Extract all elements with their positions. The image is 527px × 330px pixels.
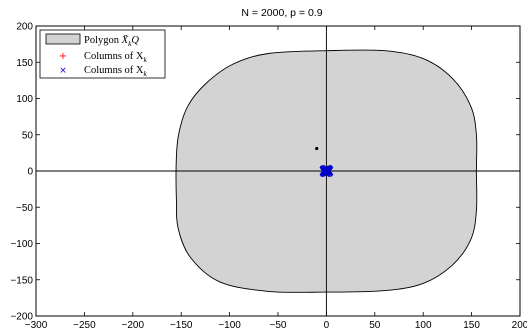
legend-polygon-math: X̄ bbox=[121, 34, 129, 46]
legend-blue-label: Columns of Xk bbox=[84, 65, 148, 78]
y-tick-label: −50 bbox=[16, 203, 33, 214]
legend-polygon-swatch bbox=[45, 33, 81, 45]
legend-red-label: Columns of Xk bbox=[84, 51, 148, 64]
x-tick-label: 50 bbox=[369, 320, 381, 330]
x-tick-label: 150 bbox=[463, 320, 480, 330]
y-tick-label: 50 bbox=[22, 130, 34, 141]
points-layer bbox=[315, 146, 334, 178]
chart-title: N = 2000, p = 0.9 bbox=[241, 7, 322, 19]
ticks-layer: −300 −250 −200 −150 −100 −50 0 50 100 150 200 −200 −… bbox=[10, 22, 527, 330]
series-point-x bbox=[320, 167, 330, 177]
x-tick-label: −200 bbox=[122, 320, 145, 330]
legend-polygon-label: Polygon X̄kQ bbox=[84, 34, 139, 48]
y-tick-label: −200 bbox=[10, 312, 33, 323]
y-tick-label: 100 bbox=[16, 94, 33, 105]
x-tick-label: −300 bbox=[25, 320, 48, 330]
x-tick-label: 0 bbox=[324, 320, 330, 330]
legend-blue-sub: k bbox=[144, 69, 148, 78]
y-tick-label: 150 bbox=[16, 58, 33, 69]
y-tick-label: −100 bbox=[10, 239, 33, 250]
legend-polygon-sub: k bbox=[128, 39, 132, 48]
y-tick-label: 0 bbox=[27, 167, 33, 178]
legend: Polygon X̄kQ + Columns of Xk × Columns o… bbox=[39, 29, 166, 79]
legend-red-sub: k bbox=[144, 55, 148, 64]
extra-point bbox=[315, 146, 319, 151]
series-point-x bbox=[320, 165, 330, 175]
x-tick-label: −100 bbox=[218, 320, 241, 330]
legend-red-name: Columns of X bbox=[84, 51, 144, 62]
legend-polygon-name: Polygon bbox=[84, 35, 120, 46]
x-tick-label: −50 bbox=[270, 320, 287, 330]
plot-frame bbox=[35, 25, 521, 317]
legend-red-marker: + bbox=[59, 51, 67, 62]
legend-blue-marker: × bbox=[59, 66, 67, 76]
legend-polygon-suffix: Q bbox=[131, 35, 139, 46]
y-tick-label: 200 bbox=[16, 22, 33, 33]
y-tick-label: −150 bbox=[10, 275, 33, 286]
x-tick-label: 100 bbox=[415, 320, 432, 330]
x-tick-label: −150 bbox=[170, 320, 193, 330]
legend-blue-name: Columns of X bbox=[84, 65, 144, 76]
x-tick-label: −250 bbox=[73, 320, 96, 330]
x-tick-label: 200 bbox=[512, 320, 527, 330]
